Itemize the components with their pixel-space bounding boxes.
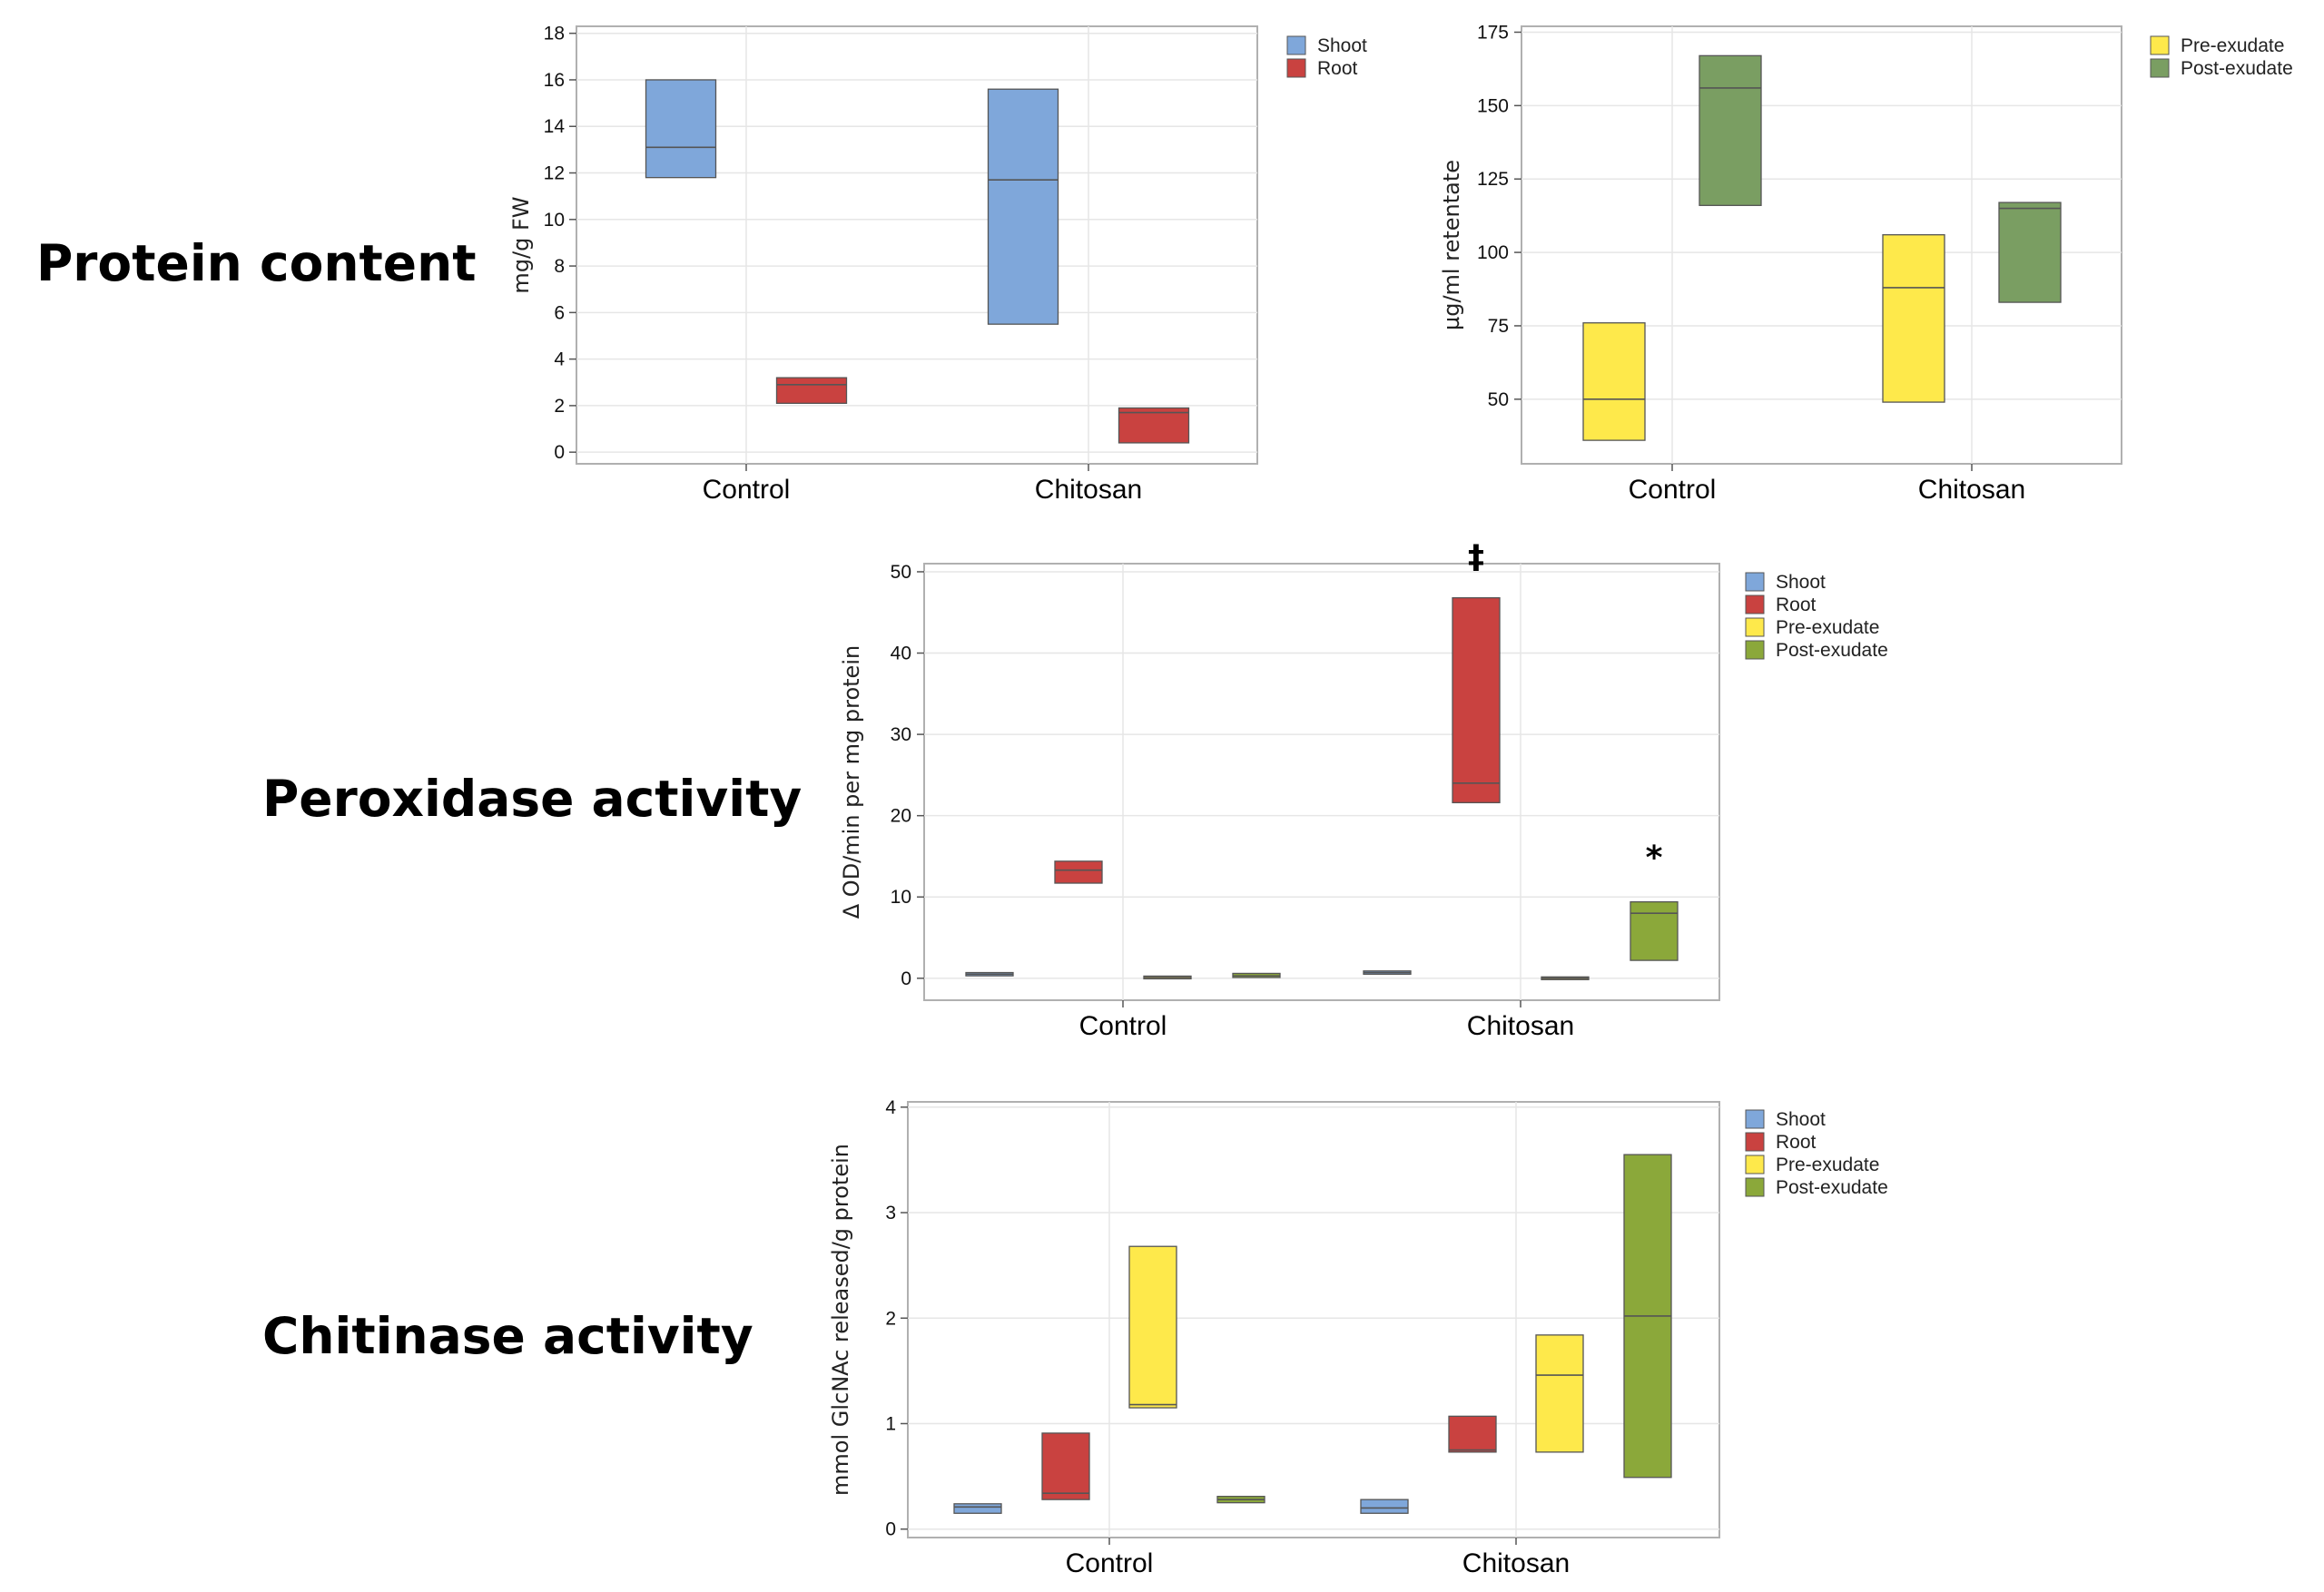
row-label-protein: Protein content (36, 234, 477, 292)
y-axis-label: mmol GlcNAc released/g protein (828, 1144, 853, 1496)
y-tick-label: 40 (891, 644, 911, 664)
significance-mark-root: ‡ (1468, 538, 1484, 575)
plot-frame (923, 563, 1720, 1001)
box-shoot-control (953, 1503, 1002, 1514)
legend-swatch-shoot (1286, 35, 1306, 55)
y-tick-label: 0 (885, 1519, 896, 1540)
box-shoot-chitosan (1360, 1499, 1409, 1514)
legend-swatch-shoot (1745, 572, 1765, 592)
legend-swatch-root (1286, 58, 1306, 78)
chart-protein-exudate: 50 75 100 125 150 175 Control Chitosan µg/ml ret… (1439, 22, 2293, 505)
legend-label-shoot: Shoot (1776, 572, 1826, 593)
x-category-label-control: Control (1629, 475, 1717, 505)
box-root-chitosan (1118, 407, 1190, 444)
y-tick-label: 2 (554, 396, 565, 417)
y-tick-label: 125 (1477, 169, 1509, 190)
box-shoot-chitosan (987, 88, 1059, 325)
legend-label-root: Root (1776, 595, 1817, 615)
box-root-chitosan (1452, 596, 1501, 803)
y-tick-label: 10 (544, 210, 565, 231)
y-axis-label: Δ OD/min per mg protein (839, 645, 864, 919)
legend-swatch-post-exudate (1745, 640, 1765, 660)
legend-swatch-pre-exudate (1745, 1155, 1765, 1174)
x-category-label-control: Control (1079, 1011, 1167, 1041)
box-post-exudate-control (1699, 54, 1762, 206)
legend-label-root: Root (1317, 58, 1358, 79)
legend-label-shoot: Shoot (1776, 1109, 1826, 1130)
box-shoot-control (645, 79, 717, 179)
legend-label-post-exudate: Post-exudate (2181, 58, 2293, 79)
y-tick-label: 50 (1488, 389, 1509, 410)
significance-mark-post-exudate: * (1646, 840, 1663, 877)
box-root-control (1041, 1432, 1090, 1500)
y-tick-label: 14 (544, 116, 566, 137)
x-category-label-chitosan: Chitosan (1467, 1011, 1574, 1041)
x-category-label-control: Control (1066, 1548, 1154, 1578)
legend-swatch-root (1745, 1132, 1765, 1152)
x-category-label-control: Control (703, 475, 791, 505)
box-pre-exudate-chitosan (1535, 1334, 1584, 1453)
x-category-label-chitosan: Chitosan (1035, 475, 1142, 505)
legend-label-pre-exudate: Pre-exudate (2181, 35, 2284, 56)
chart-protein-tissue: 0 2 4 6 8 10 12 14 16 18 Control Chitosan mg/g FW Sho… (508, 24, 1367, 505)
legend-swatch-pre-exudate (2150, 35, 2170, 55)
y-tick-label: 0 (554, 442, 565, 463)
row-label-peroxidase: Peroxidase activity (262, 770, 803, 828)
box-pre-exudate-control (1128, 1245, 1177, 1409)
y-tick-label: 8 (554, 256, 565, 277)
y-tick-label: 50 (891, 562, 911, 583)
box-root-chitosan (1448, 1415, 1497, 1453)
y-tick-label: 16 (544, 70, 565, 91)
legend-swatch-shoot (1745, 1109, 1765, 1129)
chart-chitinase: 0 1 2 3 4 Control Chitosan mmol GlcNAc released… (828, 1097, 1888, 1578)
legend-swatch-post-exudate (2150, 58, 2170, 78)
y-tick-label: 18 (544, 24, 565, 44)
legend-label-pre-exudate: Pre-exudate (1776, 617, 1879, 638)
y-tick-label: 150 (1477, 95, 1509, 116)
y-tick-label: 75 (1488, 316, 1509, 337)
y-axis-label: µg/ml retentate (1439, 160, 1464, 330)
row-label-chitinase: Chitinase activity (262, 1307, 753, 1365)
y-tick-label: 100 (1477, 242, 1509, 263)
box-post-exudate-chitosan (1998, 201, 2062, 303)
chart-peroxidase: 0 10 20 30 40 50 Control Chitosan Δ OD/min per m… (839, 538, 1888, 1041)
plot-frame (907, 1101, 1720, 1538)
box-pre-exudate-chitosan (1882, 234, 1945, 403)
legend-label-pre-exudate: Pre-exudate (1776, 1155, 1879, 1175)
x-category-label-chitosan: Chitosan (1462, 1548, 1570, 1578)
y-tick-label: 12 (544, 163, 565, 184)
y-tick-label: 20 (891, 806, 911, 827)
y-tick-label: 4 (554, 349, 565, 370)
y-tick-label: 30 (891, 724, 911, 745)
y-tick-label: 10 (891, 887, 911, 908)
box-post-exudate-chitosan (1630, 900, 1679, 961)
box-root-control (1054, 860, 1103, 884)
legend-label-post-exudate: Post-exudate (1776, 640, 1888, 661)
legend-label-post-exudate: Post-exudate (1776, 1177, 1888, 1198)
y-tick-label: 1 (885, 1413, 896, 1434)
legend-label-shoot: Shoot (1317, 35, 1367, 56)
box-pre-exudate-control (1582, 322, 1646, 441)
y-tick-label: 2 (885, 1308, 896, 1329)
legend-swatch-post-exudate (1745, 1177, 1765, 1197)
y-tick-label: 4 (885, 1097, 896, 1118)
legend-swatch-pre-exudate (1745, 617, 1765, 637)
y-axis-label: mg/g FW (508, 196, 534, 293)
legend-label-root: Root (1776, 1132, 1817, 1153)
legend-swatch-root (1745, 595, 1765, 614)
y-tick-label: 3 (885, 1203, 896, 1223)
y-tick-label: 6 (554, 302, 565, 323)
x-category-label-chitosan: Chitosan (1918, 475, 2025, 505)
box-root-control (775, 377, 848, 404)
y-tick-label: 0 (901, 968, 911, 989)
y-tick-label: 175 (1477, 22, 1509, 43)
